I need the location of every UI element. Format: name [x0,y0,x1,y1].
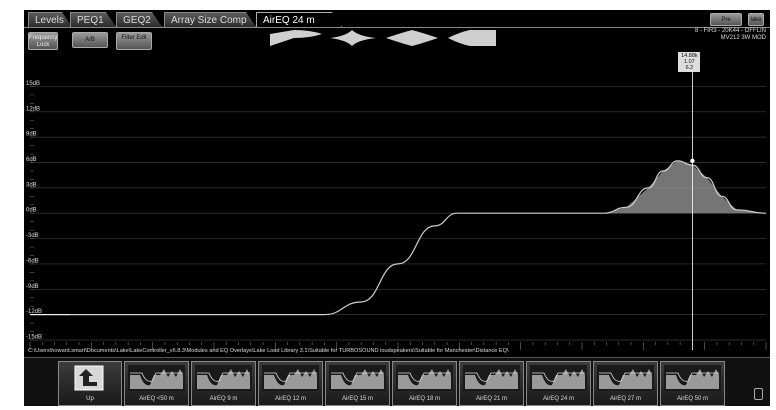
y-tick-label: -9dB [26,284,39,290]
preset-label: AirEQ 15 m [341,396,373,402]
bell-filter-icon[interactable] [330,30,376,46]
file-path: C:\Users\howard.smart\Documents\Lake\Lak… [28,348,509,354]
eq-response-chart[interactable]: 15dB 12dB 9dB 6dB 3dB 0dB -3dB -6dB -9dB -12dB -15… [24,10,770,357]
y-tick-label: 6dB [26,157,37,163]
y-tick-label: -3dB [26,233,39,239]
preset-label: AirEQ 9 m [209,396,238,402]
y-tick-label: -15dB [26,335,42,341]
preset-button[interactable]: AirEQ 24 m [526,361,591,406]
pre-label: Pre [721,17,731,23]
marker-gain: 6.2 [685,65,694,71]
tab-label: GEQ2 [123,15,151,26]
preset-button[interactable]: AirEQ 50 m [660,361,725,406]
eq-thumbnail-icon [128,365,185,391]
marker-readout: 14.88k 1.07 6.2 [678,52,701,72]
preset-label: AirEQ 21 m [475,396,507,402]
y-tick-label: 9dB [26,132,37,138]
low-shelf-filter-icon[interactable] [448,30,496,46]
y-tick-label: 12dB [26,106,40,112]
tab-label: Levels [35,15,64,26]
preset-button[interactable]: AirEQ 15 m [325,361,390,406]
eq-thumbnail-icon [530,365,587,391]
eq-thumbnail-icon [195,365,252,391]
marker-frequency: 14.88k [681,53,698,59]
notch-filter-icon[interactable] [386,30,438,46]
tab-bar: Levels PEQ1 GEQ2 Array Size Comp AirEQ 2… [24,10,770,28]
y-tick-label: -12dB [26,309,42,315]
lake-label: lake [750,17,762,23]
preset-strip: Up AirEQ <50 m AirEQ 9 m AirEQ 12 m AirEQ 1… [24,357,770,406]
preset-button[interactable]: AirEQ 9 m [191,361,256,406]
preset-button[interactable]: AirEQ 27 m [593,361,658,406]
preset-label: AirEQ 50 m [676,396,708,402]
up-button[interactable]: Up [58,361,122,406]
filter-shape-toolbar [270,30,496,46]
high-shelf-filter-icon[interactable] [270,30,322,46]
preset-button[interactable]: AirEQ 18 m [392,361,457,406]
pre-button[interactable]: Pre [710,13,742,26]
up-arrow-icon [74,365,104,391]
bell-filter-fill [545,160,766,214]
filter-edit-label: Filter Edit [121,35,147,41]
lake-logo: lake [748,13,764,26]
y-tick-label: 0dB [26,208,37,214]
tab-bar-divider [24,27,770,28]
eq-thumbnail-icon [664,365,721,391]
y-tick-label: 15dB [26,81,40,87]
eq-thumbnail-icon [396,365,453,391]
preset-label: AirEQ 12 m [274,396,306,402]
preset-button[interactable]: AirEQ <50 m [124,361,189,406]
device-info-line1: 8 - FIR3 - 20K44 - OFFLIN [694,28,766,34]
tab-label: Array Size Comp [171,15,247,26]
eq-editor-window: Levels PEQ1 GEQ2 Array Size Comp AirEQ 2… [24,10,770,406]
filter-edit-button[interactable]: Filter Edit [116,32,152,50]
eq-thumbnail-icon [262,365,319,391]
ab-label: A/B [85,37,95,43]
up-label: Up [86,396,94,402]
filter-marker-handle[interactable] [690,158,695,164]
eq-thumbnail-icon [329,365,386,391]
preset-button[interactable]: AirEQ 21 m [459,361,524,406]
tab-label: PEQ1 [77,15,104,26]
y-tick-label: -6dB [26,258,39,264]
preset-button[interactable]: AirEQ 12 m [258,361,323,406]
preset-label: AirEQ <50 m [139,396,174,402]
frequency-lock-button[interactable]: Frequency Lock [28,32,58,50]
eq-curve-line [29,160,767,316]
trash-icon[interactable] [754,388,763,400]
marker-q: 1.07 [684,59,695,65]
ab-button[interactable]: A/B [72,32,108,48]
preset-label: AirEQ 24 m [542,396,574,402]
device-info-line2: MV212 3W MOD [720,35,766,41]
eq-thumbnail-icon [463,365,520,391]
preset-label: AirEQ 27 m [609,396,641,402]
eq-thumbnail-icon [597,365,654,391]
tab-label: AirEQ 24 m [263,15,315,26]
y-tick-label: 3dB [26,182,37,188]
frequency-lock-label: Frequency Lock [29,35,58,48]
preset-label: AirEQ 18 m [408,396,440,402]
